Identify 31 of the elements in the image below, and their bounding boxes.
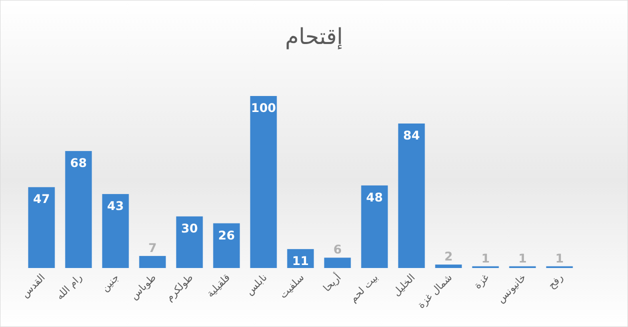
x-tick-label: طولكرم	[164, 272, 196, 304]
x-tick-label: رفح	[546, 272, 566, 292]
x-tick-label: نابلس	[244, 272, 270, 298]
data-label: 11	[292, 254, 309, 268]
x-tick-label: غزة	[472, 272, 492, 292]
data-label: 6	[333, 242, 342, 257]
data-label: 1	[481, 251, 490, 266]
data-label: 1	[555, 251, 564, 266]
x-tick-label: رام الله	[54, 272, 85, 302]
data-label: 43	[107, 199, 124, 214]
x-tick-label: طوباس	[128, 272, 159, 302]
data-label: 47	[33, 192, 50, 206]
x-tick-label: شمال غزة	[416, 272, 455, 311]
x-tick-label: قلقيلية	[205, 272, 233, 300]
data-label: 100	[250, 101, 276, 115]
chart-title: إقتحام	[285, 25, 343, 50]
x-tick-label: الخليل	[391, 272, 418, 299]
data-label: 2	[444, 250, 453, 264]
data-label: 84	[403, 128, 420, 143]
data-label: 30	[181, 221, 198, 236]
x-tick-label: أريحا	[320, 270, 344, 294]
data-label: 26	[218, 228, 235, 242]
data-label: 48	[366, 190, 383, 204]
x-tick-label: القدس	[20, 272, 48, 300]
x-tick-label: سلفيت	[278, 272, 307, 302]
data-label: 1	[518, 251, 527, 266]
x-tick-label: جنين	[100, 272, 122, 294]
x-tick-label: بيت لحم	[348, 272, 381, 305]
data-label: 68	[70, 156, 87, 170]
x-tick-label: خانيونس	[496, 272, 529, 306]
data-label: 7	[148, 240, 157, 255]
